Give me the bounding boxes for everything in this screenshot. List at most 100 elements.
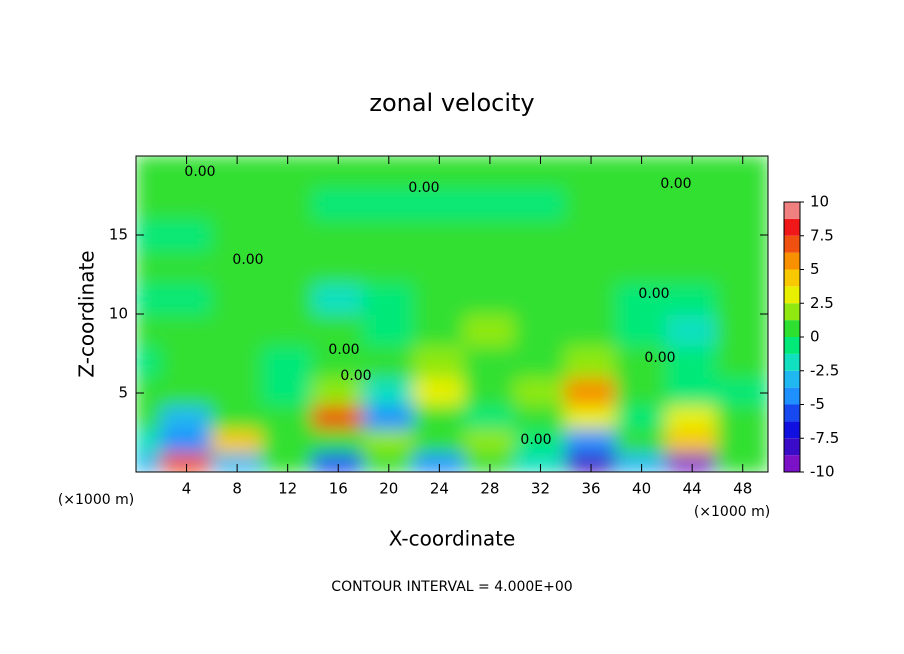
field-cell <box>564 313 618 347</box>
field-cell <box>210 218 264 252</box>
contour-label: 0.00 <box>232 252 263 268</box>
field-cell <box>564 376 618 406</box>
x-tick-label: 36 <box>581 480 600 498</box>
field-cell <box>210 344 264 379</box>
colorbar-band <box>784 269 800 287</box>
field-cell <box>311 313 365 347</box>
field-cell <box>160 403 213 430</box>
field-cell <box>261 451 314 472</box>
field-cell <box>413 186 466 221</box>
field-cell <box>716 281 768 315</box>
field-cell <box>311 403 365 430</box>
field-cell <box>136 249 163 284</box>
field-cell <box>615 427 668 454</box>
field-cell <box>665 313 719 347</box>
field-cell <box>514 403 567 430</box>
colorbar-band <box>784 370 800 388</box>
field-cell <box>210 376 264 406</box>
field-cell <box>665 249 719 284</box>
field-cell <box>261 344 314 379</box>
field-cell <box>463 186 517 221</box>
field-cell <box>564 249 618 284</box>
field-cell <box>463 427 517 454</box>
field-cell <box>463 451 517 472</box>
field-cell <box>160 313 213 347</box>
contour-label: 0.00 <box>328 342 359 358</box>
colorbar-band <box>784 421 800 439</box>
field-cell <box>413 344 466 379</box>
field-cell <box>514 186 567 221</box>
colorbar-tick-label: -10 <box>810 463 835 481</box>
field-cell <box>514 313 567 347</box>
overlay: 0.000.00 0.000.000.000.000.000.000.004 8 12… <box>109 155 839 498</box>
field-cell <box>210 313 264 347</box>
field-cell <box>413 218 466 252</box>
field-cell <box>413 313 466 347</box>
field-cell <box>463 403 517 430</box>
colorbar-band <box>784 337 800 354</box>
field-cell <box>210 403 264 430</box>
contour-label: 0.00 <box>644 350 675 366</box>
field-cell <box>564 186 618 221</box>
field-cell <box>716 313 768 347</box>
field-cell <box>362 186 416 221</box>
colorbar-band <box>784 438 800 456</box>
field-cell <box>362 403 416 430</box>
field-cell <box>514 281 567 315</box>
field-cell <box>362 427 416 454</box>
field-cell <box>716 427 768 454</box>
field-cell <box>564 427 618 454</box>
field-cell <box>210 427 264 454</box>
contour-label: 0.00 <box>638 286 669 302</box>
field-cell <box>160 344 213 379</box>
field-cell <box>463 249 517 284</box>
field-cell <box>362 218 416 252</box>
field-cell <box>210 186 264 221</box>
field-cell <box>665 376 719 406</box>
field-cell <box>160 218 213 252</box>
x-tick-label: 40 <box>632 480 651 498</box>
field-cell <box>665 427 719 454</box>
field-cell <box>564 281 618 315</box>
field-cell <box>160 427 213 454</box>
field-cell <box>136 156 163 189</box>
field-cell <box>136 313 163 347</box>
colorbar-tick-label: -2.5 <box>810 361 839 379</box>
field-cell <box>136 427 163 454</box>
field-cell <box>160 249 213 284</box>
field-cell <box>362 313 416 347</box>
colorbar-band <box>784 404 800 422</box>
field-cell <box>362 344 416 379</box>
field-cell <box>514 376 567 406</box>
field-cell <box>311 281 365 315</box>
contour-label: 0.00 <box>408 180 439 196</box>
contour-label: 0.00 <box>660 176 691 192</box>
field-cell <box>463 281 517 315</box>
field-cell <box>160 451 213 472</box>
y-tick-label: 5 <box>118 384 128 402</box>
field-cell <box>160 376 213 406</box>
field-cell <box>564 451 618 472</box>
field-cell <box>136 344 163 379</box>
field-cell <box>716 451 768 472</box>
field-cell <box>615 218 668 252</box>
field-cell <box>716 344 768 379</box>
colorbar-band <box>784 286 800 304</box>
field-cell <box>716 186 768 221</box>
x-tick-label: 4 <box>182 480 192 498</box>
colorbar-band <box>784 235 800 253</box>
field-cell <box>716 249 768 284</box>
y-axis-label: Z-coordinate <box>75 250 99 377</box>
field-cell <box>514 451 567 472</box>
field-cell <box>564 344 618 379</box>
field-cell <box>564 403 618 430</box>
field-cell <box>261 249 314 284</box>
field-cell <box>463 344 517 379</box>
field-cell <box>210 249 264 284</box>
field-cell <box>210 281 264 315</box>
field-cell <box>311 186 365 221</box>
field-cell <box>413 249 466 284</box>
y-tick-label: 15 <box>109 226 128 244</box>
field-cell <box>210 451 264 472</box>
